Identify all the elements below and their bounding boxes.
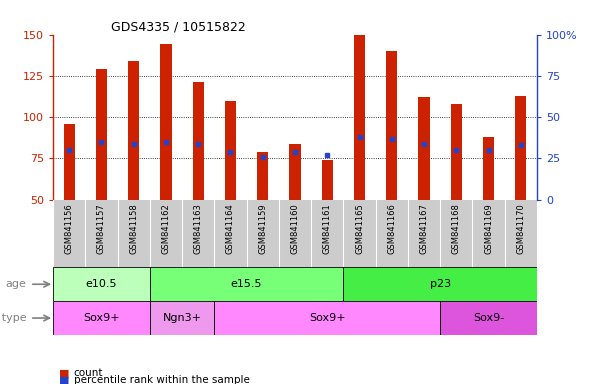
Bar: [150, 301, 214, 335]
Bar: [128, 61, 139, 200]
Bar: [515, 96, 526, 200]
Text: Sox9-: Sox9-: [473, 313, 504, 323]
Bar: [483, 137, 494, 200]
Bar: [386, 51, 398, 200]
Text: GSM841165: GSM841165: [355, 203, 364, 254]
Text: percentile rank within the sample: percentile rank within the sample: [74, 375, 250, 384]
Bar: [214, 301, 440, 335]
Bar: [160, 45, 172, 200]
Bar: [343, 267, 537, 301]
Bar: [354, 35, 365, 200]
Text: GSM841160: GSM841160: [290, 203, 300, 254]
Bar: [289, 144, 301, 200]
Text: GSM841169: GSM841169: [484, 203, 493, 254]
Bar: [96, 69, 107, 200]
Text: cell type: cell type: [0, 313, 27, 323]
Text: GSM841156: GSM841156: [65, 203, 74, 254]
Text: e10.5: e10.5: [86, 279, 117, 289]
Text: GDS4335 / 10515822: GDS4335 / 10515822: [111, 20, 246, 33]
Bar: [150, 267, 343, 301]
Text: p23: p23: [430, 279, 451, 289]
Bar: [418, 97, 430, 200]
Text: GSM841170: GSM841170: [516, 203, 525, 254]
Text: Ngn3+: Ngn3+: [163, 313, 202, 323]
Text: count: count: [74, 368, 103, 378]
Text: Sox9+: Sox9+: [83, 313, 120, 323]
Text: Sox9+: Sox9+: [309, 313, 346, 323]
Bar: [440, 301, 537, 335]
Text: GSM841167: GSM841167: [419, 203, 428, 254]
Text: GSM841161: GSM841161: [323, 203, 332, 254]
Bar: [64, 124, 75, 200]
Text: GSM841168: GSM841168: [452, 203, 461, 254]
Text: e15.5: e15.5: [231, 279, 263, 289]
Text: GSM841162: GSM841162: [162, 203, 171, 254]
Text: GSM841166: GSM841166: [387, 203, 396, 254]
Bar: [192, 83, 204, 200]
Text: age: age: [6, 279, 27, 289]
Text: GSM841159: GSM841159: [258, 203, 267, 254]
Bar: [53, 301, 150, 335]
Bar: [257, 152, 268, 200]
Bar: [451, 104, 462, 200]
Text: ■: ■: [59, 368, 70, 378]
Text: ■: ■: [59, 375, 70, 384]
Text: GSM841163: GSM841163: [194, 203, 203, 254]
Text: GSM841157: GSM841157: [97, 203, 106, 254]
Bar: [322, 160, 333, 200]
Text: GSM841158: GSM841158: [129, 203, 138, 254]
Bar: [53, 267, 150, 301]
Text: GSM841164: GSM841164: [226, 203, 235, 254]
Bar: [225, 101, 236, 200]
